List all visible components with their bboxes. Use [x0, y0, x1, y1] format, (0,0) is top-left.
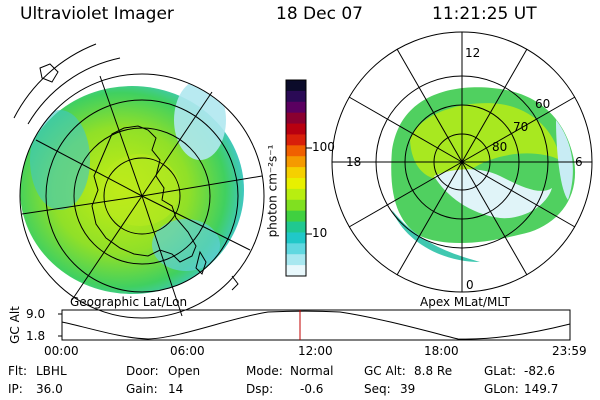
- glon-key: GLon:: [484, 382, 519, 396]
- time-tick-1800: 18:00: [424, 344, 459, 358]
- mode-key: Mode:: [246, 364, 283, 378]
- colorbar-segment: [286, 178, 306, 190]
- geographic-caption: Geographic Lat/Lon: [70, 295, 188, 309]
- geographic-map: [13, 43, 265, 319]
- gain-key: Gain:: [126, 382, 158, 396]
- magnetic-map: [331, 31, 593, 293]
- time-tick-0600: 06:00: [170, 344, 205, 358]
- colorbar-segment: [286, 134, 306, 146]
- mlt-6-label: 6: [575, 155, 583, 169]
- antarctica-coastline: [91, 125, 197, 263]
- magnetic-caption: Apex MLat/MLT: [420, 295, 510, 309]
- ip-value: 36.0: [36, 382, 63, 396]
- dsp-value: -0.6: [300, 382, 324, 396]
- colorbar-segment: [286, 199, 306, 212]
- colorbar-segment: [286, 90, 306, 103]
- colorbar-segment: [286, 221, 306, 233]
- seq-value: 39: [400, 382, 416, 396]
- ip-key: IP:: [8, 382, 23, 396]
- flt-key: Flt:: [8, 364, 27, 378]
- colorbar-segment: [286, 123, 306, 135]
- mlat-70-label: 70: [513, 120, 529, 134]
- gc-alt-key: GC Alt:: [364, 364, 406, 378]
- altitude-axis-label: GC Alt: [7, 306, 22, 344]
- dsp-key: Dsp:: [246, 382, 274, 396]
- gc-alt-value: 8.8 Re: [414, 364, 453, 378]
- altitude-plot: [58, 309, 571, 341]
- time-tick-2359: 23:59: [552, 344, 587, 358]
- time-tick-1200: 12:00: [298, 344, 333, 358]
- altitude-curve: [61, 310, 571, 340]
- seq-key: Seq:: [364, 382, 391, 396]
- colorbar-segment: [286, 167, 306, 179]
- glon-value: 149.7: [524, 382, 559, 396]
- mode-value: Normal: [290, 364, 334, 378]
- colorbar: [286, 80, 306, 277]
- colorbar-segment: [286, 254, 306, 266]
- colorbar-segment: [286, 112, 306, 125]
- mlt-18-label: 18: [346, 155, 362, 169]
- mlat-80-label: 80: [492, 140, 508, 154]
- altitude-tick-max: 9.0: [26, 307, 46, 321]
- door-value: Open: [168, 364, 201, 378]
- colorbar-tick-10: 10: [312, 226, 328, 240]
- colorbar-segment: [286, 156, 306, 168]
- date-label: 18 Dec 07: [276, 4, 363, 24]
- colorbar-segment: [286, 145, 306, 157]
- time-tick-0000: 00:00: [44, 344, 79, 358]
- colorbar-segment: [286, 243, 306, 255]
- mlt-12-label: 12: [465, 46, 481, 60]
- colorbar-segment: [286, 265, 306, 277]
- glat-key: GLat:: [484, 364, 517, 378]
- colorbar-segment: [286, 101, 306, 114]
- gain-value: 14: [168, 382, 184, 396]
- instrument-title: Ultraviolet Imager: [20, 4, 174, 24]
- mlat-60-label: 60: [535, 97, 551, 111]
- altitude-tick-min: 1.8: [26, 329, 46, 343]
- flt-value: LBHL: [36, 364, 67, 378]
- time-label: 11:21:25 UT: [432, 4, 537, 24]
- colorbar-segment: [286, 80, 306, 92]
- colorbar-tick-100: 100: [312, 140, 335, 154]
- glat-value: -82.6: [524, 364, 556, 378]
- colorbar-segment: [286, 188, 306, 201]
- colorbar-segment: [286, 232, 306, 244]
- colorbar-unit-label: photon cm⁻²s⁻¹: [265, 144, 280, 238]
- door-key: Door:: [126, 364, 159, 378]
- colorbar-segment: [286, 210, 306, 223]
- mlt-0-label: 0: [466, 278, 474, 292]
- polar-cap: [434, 169, 552, 219]
